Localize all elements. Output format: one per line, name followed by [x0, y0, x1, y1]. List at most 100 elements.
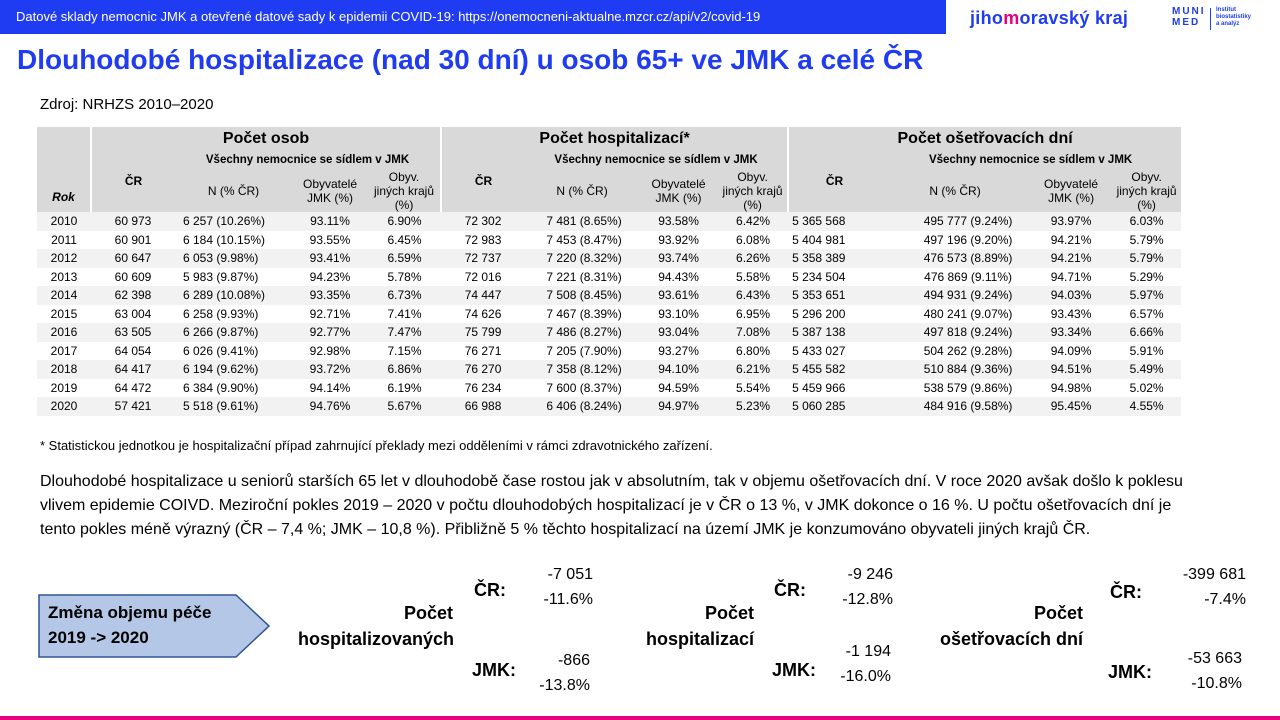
value-abs: -9 246	[847, 566, 893, 583]
table-cell: 6.42%	[718, 212, 789, 231]
table-row: 2012 60 647 6 053 (9.98%) 93.41% 6.59% 72 737…	[37, 249, 1182, 268]
region-label-jmk: JMK:	[772, 660, 816, 680]
table-cell: 64 054	[114, 343, 152, 358]
table-cell: 93.55%	[309, 232, 351, 247]
table-cell: 7 358 (8.12%)	[525, 360, 640, 379]
table-cell: 6 053 (9.98%)	[175, 249, 292, 268]
jmk-logo-part: oravský kraj	[1019, 8, 1129, 28]
table-cell: 7.47%	[368, 323, 442, 342]
value-pct: -12.8%	[842, 591, 893, 608]
table-cell: 5.49%	[1112, 360, 1182, 379]
table-cell: 497 818 (9.24%)	[880, 323, 1031, 342]
table-cell: 76 234	[464, 380, 502, 395]
table-cell-year: 2012	[37, 249, 91, 268]
value-abs: -866	[557, 652, 590, 669]
table-cell: 94.03%	[1030, 286, 1113, 305]
table-cell: 7 467 (8.39%)	[546, 306, 622, 321]
table-cell: 6 257 (10.26%)	[175, 212, 292, 231]
table-cell: 72 737	[441, 249, 526, 268]
region-label-cr: ČR:	[1110, 582, 1142, 602]
table-cell: 5.67%	[368, 397, 442, 416]
subgroup-header: Všechny nemocnice se sídlem v JMK	[205, 154, 410, 166]
table-cell: 95.45%	[1030, 397, 1113, 416]
table-row: 2020 57 421 5 518 (9.61%) 94.76% 5.67% 66 988…	[37, 397, 1182, 416]
table-cell: 480 241 (9.07%)	[923, 306, 1013, 321]
table-cell: 5.79%	[1129, 232, 1164, 247]
table-cell: 93.74%	[639, 249, 719, 268]
table-cell: 4.55%	[1112, 397, 1182, 416]
page-title: Dlouhodobé hospitalizace (nad 30 dní) u …	[17, 44, 924, 75]
col-header-year: Rok	[52, 190, 75, 204]
table-cell: 6 194 (9.62%)	[175, 360, 292, 379]
table-cell: 94.98%	[1050, 380, 1092, 395]
table-cell: 7 481 (8.65%)	[525, 212, 640, 231]
table-cell: 5 353 651	[788, 286, 881, 305]
region-label-jmk: JMK:	[1108, 662, 1152, 682]
table-cell-year: 2019	[50, 380, 78, 395]
col-header-other-regions: Obyv. jiných krajů (%)	[722, 170, 783, 212]
table-row: 2019 64 472 6 384 (9.90%) 94.14% 6.19% 76 234…	[37, 379, 1181, 398]
table-cell: 93.97%	[1030, 212, 1113, 231]
value-pct: -16.0%	[840, 668, 891, 685]
table-cell: 7 220 (8.32%)	[525, 249, 640, 268]
footnote: * Statistickou jednotkou je hospitalizač…	[40, 438, 713, 453]
table-cell: 93.92%	[658, 232, 699, 247]
table-cell: 72 302	[441, 212, 526, 231]
value-pct: -10.8%	[1191, 675, 1242, 692]
table-row: 2014 62 398 6 289 (10.08%) 93.35% 6.73% 74 44…	[37, 286, 1182, 305]
table-cell: 5.97%	[1112, 286, 1182, 305]
table-cell-year: 2010	[37, 212, 91, 231]
group-header-hospitalizations: Počet hospitalizací*	[440, 127, 789, 150]
table-cell: 5 365 568	[788, 212, 881, 231]
col-header-other-regions: Obyv. jiných krajů (%)	[374, 170, 435, 212]
table-cell-year: 2018	[37, 360, 91, 379]
table-cell: 93.11%	[292, 212, 368, 231]
metric-label-hospitalizations: Počet hospitalizací	[645, 603, 754, 649]
table-cell: 484 916 (9.58%)	[880, 397, 1031, 416]
region-label-cr: ČR:	[474, 580, 506, 600]
table-cell: 94.51%	[1030, 360, 1113, 379]
table-cell: 7.41%	[387, 306, 422, 321]
table-cell: 494 931 (9.24%)	[880, 286, 1031, 305]
bottom-accent-bar	[0, 716, 1280, 720]
col-header-n-pct: N (% ČR)	[929, 184, 981, 198]
table-cell: 93.34%	[1030, 323, 1113, 342]
logo-divider	[1210, 8, 1211, 30]
table-cell-year: 2015	[50, 306, 78, 321]
table-cell: 94.76%	[292, 397, 368, 416]
table-cell: 74 447	[441, 286, 526, 305]
muni-med-logo: MUNI MED Institut biostatistiky a analýz	[1172, 6, 1272, 32]
table-cell: 5 404 981	[792, 232, 846, 247]
table-cell: 6.19%	[387, 380, 422, 395]
table-cell: 5.78%	[387, 269, 422, 284]
table-cell: 5 455 582	[788, 360, 881, 379]
table-cell: 7.15%	[387, 343, 422, 358]
table-cell: 6 289 (10.08%)	[175, 286, 292, 305]
table-cell-year: 2011	[51, 232, 77, 247]
table-cell: 94.71%	[1050, 269, 1092, 284]
table-cell: 60 609	[114, 269, 152, 284]
table-cell: 476 573 (8.89%)	[880, 249, 1031, 268]
table-cell: 6.73%	[368, 286, 442, 305]
table-cell: 7.08%	[718, 323, 789, 342]
table-cell: 7 600 (8.37%)	[546, 380, 622, 395]
table-cell: 60 901	[114, 232, 152, 247]
metric-label-care-days: Počet ošetřovacích dní	[939, 603, 1083, 649]
table-row: 2011 60 901 6 184 (10.15%) 93.55% 6.45% 72 98…	[37, 231, 1181, 250]
region-label-cr: ČR:	[774, 580, 806, 600]
table-cell: 93.04%	[639, 323, 719, 342]
table-cell: 5 983 (9.87%)	[183, 269, 259, 284]
table-body: 2010 60 973 6 257 (10.26%) 93.11% 6.90% 72 30…	[37, 212, 1182, 416]
muni-logo-text: MUNI MED	[1172, 6, 1206, 28]
table-cell: 64 417	[91, 360, 175, 379]
source-label: Zdroj: NRHZS 2010–2020	[40, 96, 214, 113]
table-cell: 94.09%	[1050, 343, 1092, 358]
table-cell: 495 777 (9.24%)	[880, 212, 1031, 231]
table-cell: 6 266 (9.87%)	[175, 323, 292, 342]
group-header-persons: Počet osob	[89, 127, 442, 150]
table-cell: 92.77%	[292, 323, 368, 342]
table-cell: 5.79%	[1112, 249, 1182, 268]
table-row: 2013 60 609 5 983 (9.87%) 94.23% 5.78% 72 016…	[37, 268, 1181, 287]
table-cell: 7 508 (8.45%)	[525, 286, 640, 305]
table-row: 2016 63 505 6 266 (9.87%) 92.77% 7.47% 75 799…	[37, 323, 1182, 342]
